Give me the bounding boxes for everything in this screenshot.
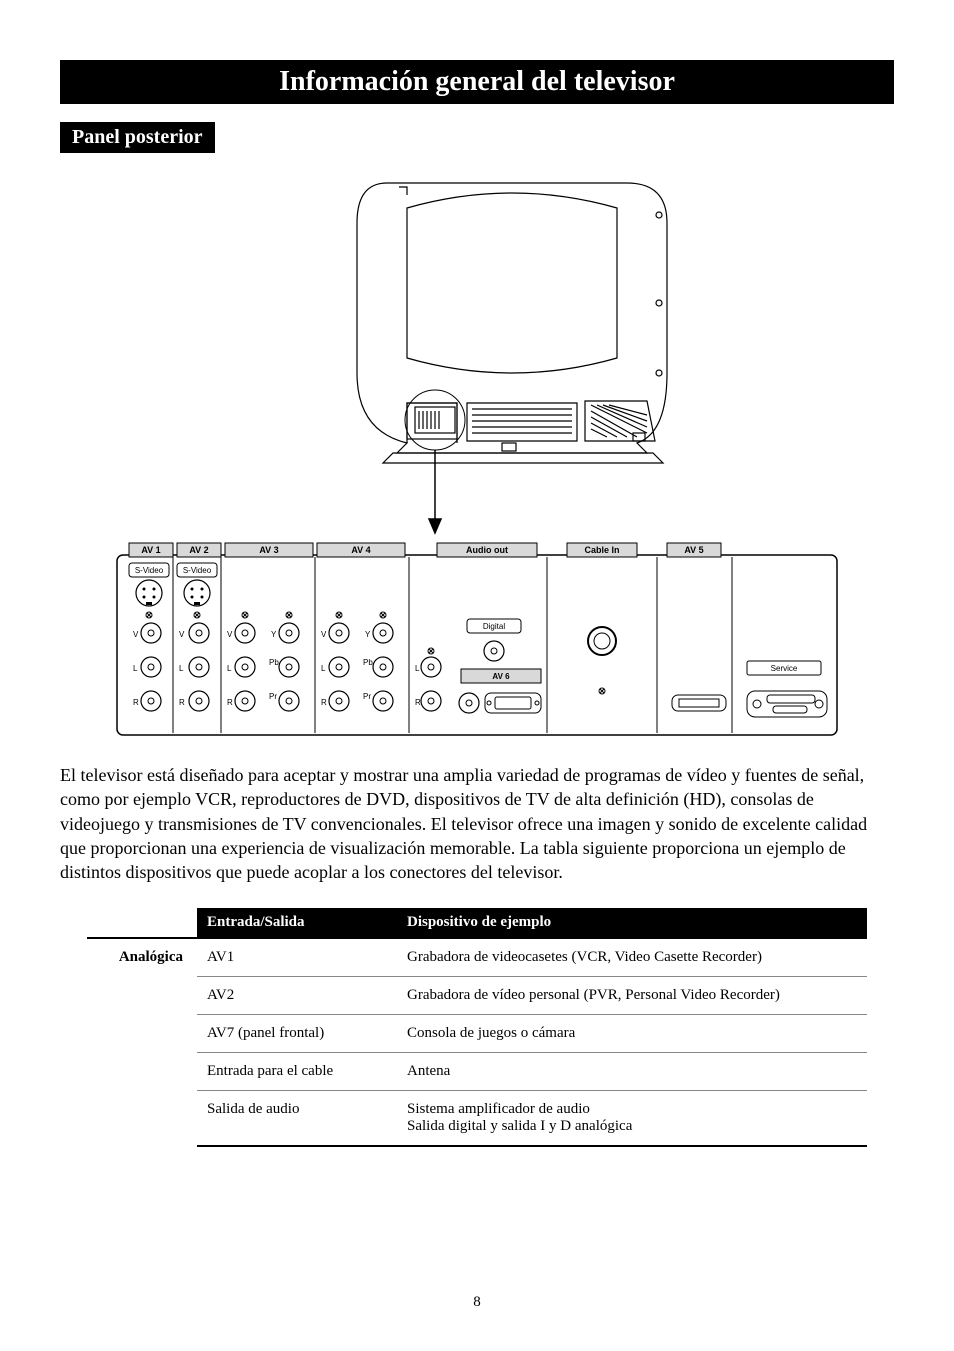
table-header-io: Entrada/Salida: [197, 908, 397, 938]
table-header-blank: [87, 908, 197, 938]
svg-text:L: L: [415, 664, 420, 673]
io-table: Entrada/Salida Dispositivo de ejemplo An…: [87, 908, 867, 1147]
table-header-device: Dispositivo de ejemplo: [397, 908, 867, 938]
table-cell: Antena: [397, 1053, 867, 1091]
svg-text:L: L: [227, 664, 232, 673]
section-heading: Panel posterior: [60, 122, 215, 153]
svg-text:R: R: [133, 698, 139, 707]
svg-text:Pr: Pr: [363, 692, 371, 701]
svg-text:Y: Y: [271, 630, 277, 639]
tab-cable-in: Cable In: [584, 545, 619, 555]
svg-text:S-Video: S-Video: [183, 566, 212, 575]
tab-av5: AV 5: [684, 545, 703, 555]
svg-text:Pr: Pr: [269, 692, 277, 701]
svg-text:V: V: [227, 630, 233, 639]
svg-text:Pb: Pb: [363, 658, 373, 667]
table-group-label: Analógica: [87, 938, 197, 977]
svg-text:AV 6: AV 6: [492, 672, 510, 681]
tab-av4: AV 4: [351, 545, 370, 555]
table-cell: Sistema amplificador de audio Salida dig…: [397, 1091, 867, 1147]
table-cell: Grabadora de vídeo personal (PVR, Person…: [397, 977, 867, 1015]
svg-text:Service: Service: [771, 664, 798, 673]
svg-text:L: L: [321, 664, 326, 673]
table-cell: AV2: [197, 977, 397, 1015]
svg-text:V: V: [321, 630, 327, 639]
svg-text:V: V: [179, 630, 185, 639]
svg-text:R: R: [179, 698, 185, 707]
page-title: Información general del televisor: [60, 60, 894, 104]
tab-audio-out: Audio out: [466, 545, 508, 555]
table-cell: Consola de juegos o cámara: [397, 1015, 867, 1053]
page-number: 8: [0, 1294, 954, 1311]
tab-av1: AV 1: [141, 545, 160, 555]
table-cell: AV7 (panel frontal): [197, 1015, 397, 1053]
svg-text:Digital: Digital: [483, 622, 505, 631]
tab-av2: AV 2: [189, 545, 208, 555]
svg-text:Pb: Pb: [269, 658, 279, 667]
svg-text:R: R: [227, 698, 233, 707]
table-cell: AV1: [197, 938, 397, 977]
svg-text:Y: Y: [365, 630, 371, 639]
table-cell: Entrada para el cable: [197, 1053, 397, 1091]
svg-text:V: V: [133, 630, 139, 639]
svg-text:L: L: [133, 664, 138, 673]
svg-text:L: L: [179, 664, 184, 673]
tab-av3: AV 3: [259, 545, 278, 555]
table-cell: Grabadora de videocasetes (VCR, Video Ca…: [397, 938, 867, 977]
table-cell: Salida de audio: [197, 1091, 397, 1147]
body-paragraph: El televisor está diseñado para aceptar …: [60, 763, 894, 884]
svg-text:R: R: [415, 698, 421, 707]
svg-text:S-Video: S-Video: [135, 566, 164, 575]
svg-text:R: R: [321, 698, 327, 707]
rear-panel-diagram: AV 1 AV 2 AV 3 AV 4 Audio out Cable In A…: [107, 173, 847, 743]
